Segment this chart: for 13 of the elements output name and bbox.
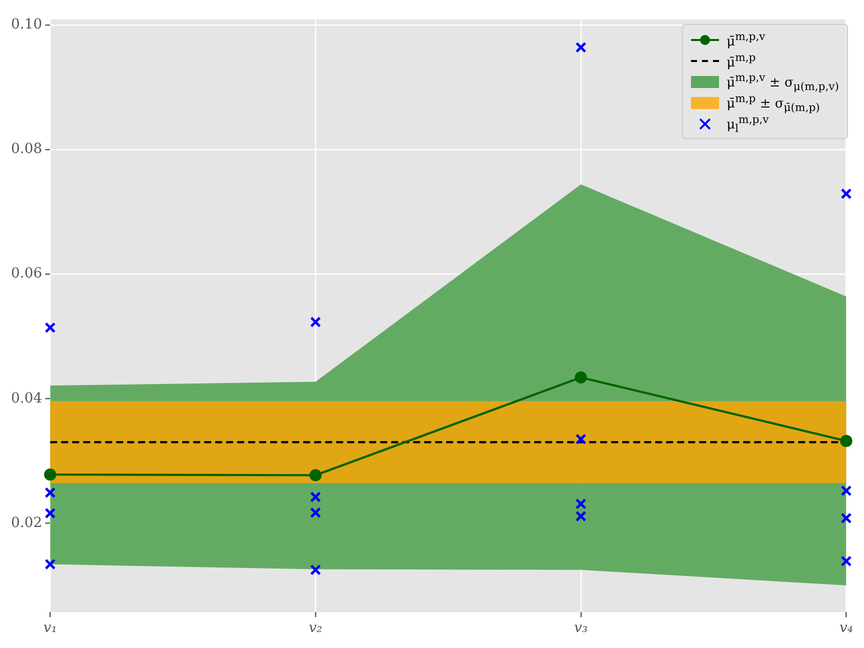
y-tick-label: 0.02 (11, 514, 42, 531)
x-tick-label: v₁ (43, 620, 57, 636)
legend-label: μ̄$^{m,p}$ ± σ$_{μ̄(m,p)}$ (726, 92, 820, 114)
x-tick-label: v₄ (839, 620, 854, 636)
legend-label: μ̄$^{m,p,v}$ (726, 30, 766, 50)
y-tick-label: 0.06 (11, 266, 42, 282)
y-tick-label: 0.04 (11, 390, 42, 406)
y-tick-label: 0.10 (11, 16, 42, 33)
y-tick-label: 0.08 (11, 141, 42, 158)
x-tick-label: v₃ (574, 620, 588, 636)
x-tick-label: v₂ (308, 620, 323, 636)
annotation: μ̄$^{m,p,v}$ ± σ$_{μ(m,p,v)}$ (726, 70, 839, 92)
legend-label: μ̄$^{m,p}$ (726, 50, 756, 70)
